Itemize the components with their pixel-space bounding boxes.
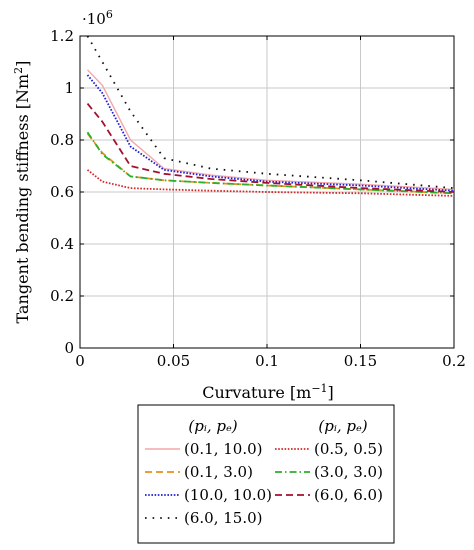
- y-tick-label: 0.8: [50, 131, 74, 149]
- legend-label: (6.0, 15.0): [184, 509, 263, 527]
- x-tick-label: 0.15: [344, 352, 377, 370]
- series-line: [86, 103, 455, 193]
- legend-label: (0.1, 10.0): [184, 440, 263, 458]
- legend-label: (10.0, 10.0): [184, 486, 272, 504]
- legend: (pᵢ, pₑ) (pᵢ, pₑ) (0.1, 10.0) (0.5, 0.5)(…: [137, 404, 395, 544]
- y-tick-label: 0.2: [50, 287, 74, 305]
- series-line: [86, 131, 455, 195]
- series-line: [86, 69, 455, 191]
- y-tick-label: 1.2: [50, 27, 74, 45]
- y-axis-multiplier: ·106: [82, 8, 113, 28]
- series-line: [86, 169, 455, 197]
- x-axis: 0 0.05 0.1 0.15 0.2: [75, 36, 466, 370]
- legend-header-left: (pᵢ, pₑ): [188, 417, 237, 435]
- y-tick-label: 0.6: [50, 183, 74, 201]
- legend-box: [137, 404, 395, 544]
- x-tick-label: 0.05: [157, 352, 190, 370]
- y-axis: 0 0.2 0.4 0.6 0.8 1 1.2: [50, 27, 454, 357]
- legend-label: (0.1, 3.0): [184, 463, 253, 481]
- legend-label: (0.5, 0.5): [314, 440, 383, 458]
- grid: [79, 35, 455, 349]
- y-axis-title: Tangent bending stiffness [Nm2]: [12, 61, 32, 324]
- x-tick-label: 0.2: [442, 352, 466, 370]
- series-lines: [86, 35, 455, 197]
- series-line: [86, 35, 455, 189]
- legend-label: (3.0, 3.0): [314, 463, 383, 481]
- legend-header-right: (pᵢ, pₑ): [318, 417, 367, 435]
- y-tick-label: 0.4: [50, 235, 74, 253]
- x-tick-label: 0: [75, 352, 85, 370]
- legend-entries: (0.1, 10.0) (0.5, 0.5) (0.1, 3.0) (3.0, 3.0…: [145, 440, 383, 527]
- y-tick-label: 1: [64, 79, 74, 97]
- x-axis-title: Curvature [m−1]: [202, 382, 334, 402]
- series-line: [86, 74, 455, 192]
- y-tick-label: 0: [64, 339, 74, 357]
- x-tick-label: 0.1: [255, 352, 279, 370]
- legend-label: (6.0, 6.0): [314, 486, 383, 504]
